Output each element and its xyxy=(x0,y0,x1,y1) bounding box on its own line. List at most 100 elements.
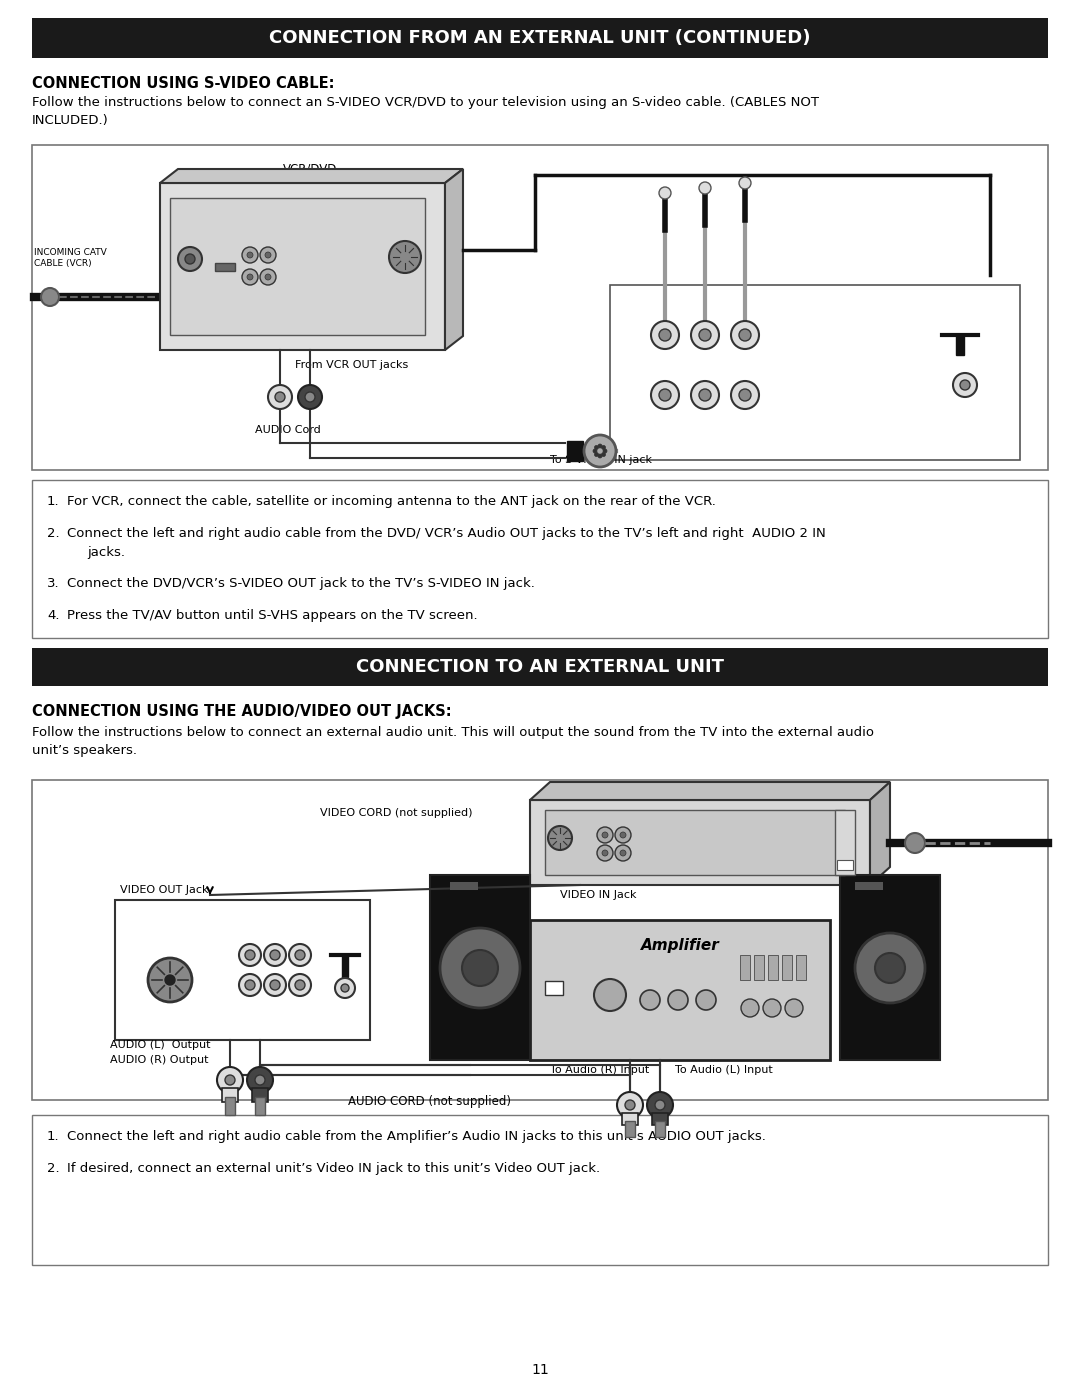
Text: Amplifier: Amplifier xyxy=(640,937,719,953)
Text: 1.: 1. xyxy=(48,1130,59,1143)
Circle shape xyxy=(620,849,626,856)
Circle shape xyxy=(905,833,924,854)
Bar xyxy=(768,956,778,981)
Circle shape xyxy=(389,242,421,272)
Circle shape xyxy=(165,975,175,985)
Text: Press the TV/AV button until S-VHS appears on the TV screen.: Press the TV/AV button until S-VHS appea… xyxy=(67,609,477,622)
Circle shape xyxy=(239,974,261,996)
Text: VIDEO IN Jack: VIDEO IN Jack xyxy=(561,890,636,900)
Bar xyxy=(255,1097,265,1115)
Text: Connect the left and right audio cable from the DVD/ VCR’s Audio OUT jacks to th: Connect the left and right audio cable f… xyxy=(67,527,826,541)
Circle shape xyxy=(247,274,253,279)
Circle shape xyxy=(741,999,759,1017)
Circle shape xyxy=(625,1099,635,1111)
Circle shape xyxy=(584,434,616,467)
Circle shape xyxy=(597,845,613,861)
Circle shape xyxy=(762,999,781,1017)
Text: VIDEO CORD (not supplied): VIDEO CORD (not supplied) xyxy=(320,807,473,819)
Text: unit’s speakers.: unit’s speakers. xyxy=(32,745,137,757)
Circle shape xyxy=(270,950,280,960)
Text: VIDEO OUT Jack: VIDEO OUT Jack xyxy=(120,886,208,895)
Bar xyxy=(32,1115,1048,1266)
Circle shape xyxy=(669,990,688,1010)
Circle shape xyxy=(225,1076,235,1085)
Circle shape xyxy=(960,380,970,390)
Circle shape xyxy=(647,1092,673,1118)
Circle shape xyxy=(699,388,711,401)
Circle shape xyxy=(603,448,607,453)
Circle shape xyxy=(696,990,716,1010)
Bar xyxy=(252,1088,268,1102)
Bar xyxy=(342,956,348,977)
Bar xyxy=(835,810,855,875)
Circle shape xyxy=(593,448,597,453)
Text: AUDIO Cord: AUDIO Cord xyxy=(255,425,321,434)
Bar xyxy=(652,1113,669,1125)
Circle shape xyxy=(739,388,751,401)
Bar xyxy=(530,921,831,1060)
Text: 2.: 2. xyxy=(48,527,59,541)
Text: CONNECTION USING THE AUDIO/VIDEO OUT JACKS:: CONNECTION USING THE AUDIO/VIDEO OUT JAC… xyxy=(32,704,451,719)
Circle shape xyxy=(264,944,286,965)
Circle shape xyxy=(602,453,606,457)
Bar xyxy=(114,900,370,1039)
Circle shape xyxy=(289,974,311,996)
Bar xyxy=(622,1113,638,1125)
Text: To Audio (R) Input: To Audio (R) Input xyxy=(550,1065,649,1076)
Circle shape xyxy=(289,944,311,965)
Circle shape xyxy=(341,983,349,992)
Bar xyxy=(450,882,478,890)
Circle shape xyxy=(594,979,626,1011)
Text: To Audio (L) Input: To Audio (L) Input xyxy=(675,1065,773,1076)
Circle shape xyxy=(699,182,711,194)
Circle shape xyxy=(264,974,286,996)
Circle shape xyxy=(602,446,606,450)
Circle shape xyxy=(260,247,276,263)
Circle shape xyxy=(462,950,498,986)
Bar xyxy=(430,875,530,1060)
Text: 4.: 4. xyxy=(48,609,59,622)
Circle shape xyxy=(260,270,276,285)
Circle shape xyxy=(148,958,192,1002)
Text: For VCR, connect the cable, satellite or incoming antenna to the ANT jack on the: For VCR, connect the cable, satellite or… xyxy=(67,495,716,509)
Circle shape xyxy=(295,981,305,990)
Circle shape xyxy=(335,978,355,997)
Bar xyxy=(625,1120,635,1137)
Bar xyxy=(222,1088,238,1102)
Circle shape xyxy=(602,849,608,856)
Circle shape xyxy=(594,446,598,450)
Text: VCR/DVD: VCR/DVD xyxy=(283,163,337,176)
Circle shape xyxy=(875,953,905,983)
Text: Follow the instructions below to connect an external audio unit. This will outpu: Follow the instructions below to connect… xyxy=(32,726,874,739)
Circle shape xyxy=(659,330,671,341)
Circle shape xyxy=(185,254,195,264)
Bar xyxy=(32,481,1048,638)
Circle shape xyxy=(239,944,261,965)
Circle shape xyxy=(242,270,258,285)
Circle shape xyxy=(295,950,305,960)
Circle shape xyxy=(617,1092,643,1118)
Circle shape xyxy=(245,981,255,990)
Text: 2.: 2. xyxy=(48,1162,59,1175)
Text: AUDIO CORD (not supplied): AUDIO CORD (not supplied) xyxy=(349,1095,512,1108)
Circle shape xyxy=(615,827,631,842)
Circle shape xyxy=(691,321,719,349)
Text: INCOMING CATV
CABLE (VCR): INCOMING CATV CABLE (VCR) xyxy=(33,249,107,268)
Circle shape xyxy=(594,453,598,457)
Circle shape xyxy=(651,381,679,409)
Bar xyxy=(225,1097,235,1115)
Circle shape xyxy=(855,933,924,1003)
Bar xyxy=(654,1120,665,1137)
Text: Connect the DVD/VCR’s S-VIDEO OUT jack to the TV’s S-VIDEO IN jack.: Connect the DVD/VCR’s S-VIDEO OUT jack t… xyxy=(67,577,535,590)
Bar xyxy=(754,956,764,981)
Polygon shape xyxy=(530,782,890,800)
Text: INCLUDED.): INCLUDED.) xyxy=(32,115,109,127)
Circle shape xyxy=(785,999,804,1017)
Bar xyxy=(215,263,235,271)
Text: To S-VIDEO IN jack: To S-VIDEO IN jack xyxy=(550,455,652,465)
Circle shape xyxy=(270,981,280,990)
Text: If desired, connect an external unit’s Video IN jack to this unit’s Video OUT ja: If desired, connect an external unit’s V… xyxy=(67,1162,600,1175)
Circle shape xyxy=(598,454,602,458)
Text: CONNECTION USING S-VIDEO CABLE:: CONNECTION USING S-VIDEO CABLE: xyxy=(32,75,335,91)
Text: Follow the instructions below to connect an S-VIDEO VCR/DVD to your television u: Follow the instructions below to connect… xyxy=(32,96,819,109)
